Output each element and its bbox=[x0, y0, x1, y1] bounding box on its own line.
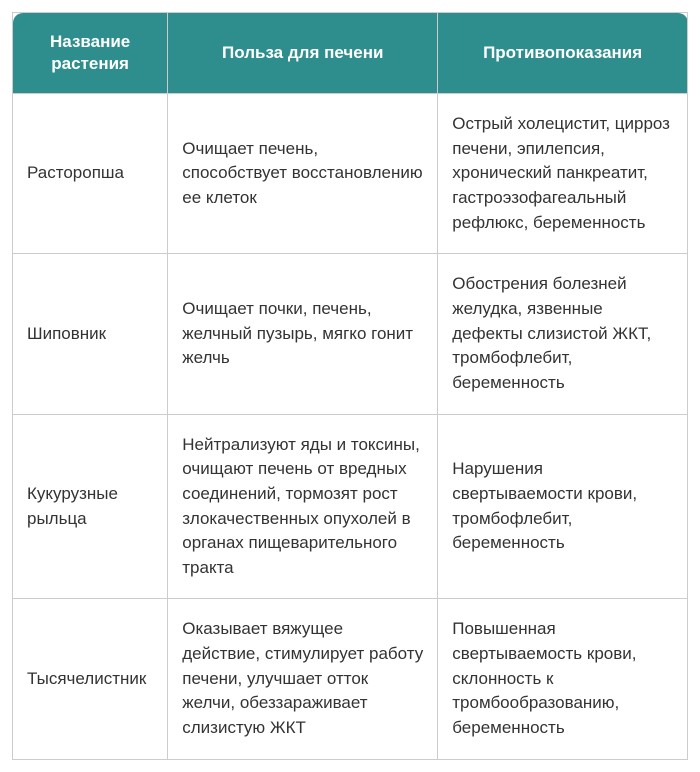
cell-name: Тысячелистник bbox=[13, 599, 168, 759]
cell-contra: Нарушения свертываемости крови, тромбофл… bbox=[438, 414, 688, 599]
col-header-benefit: Польза для печени bbox=[168, 13, 438, 94]
table-row: Шиповник Очищает почки, печень, желчный … bbox=[13, 254, 688, 414]
cell-benefit: Очищает почки, печень, желчный пузырь, м… bbox=[168, 254, 438, 414]
cell-benefit: Нейтрализуют яды и токсины, очищают пече… bbox=[168, 414, 438, 599]
cell-contra: Обострения болезней желудка, язвенные де… bbox=[438, 254, 688, 414]
cell-benefit: Оказывает вяжущее действие, стимулирует … bbox=[168, 599, 438, 759]
cell-contra: Острый холецистит, цирроз печени, эпилеп… bbox=[438, 94, 688, 254]
col-header-contra: Противопоказания bbox=[438, 13, 688, 94]
table-row: Тысячелистник Оказывает вяжущее действие… bbox=[13, 599, 688, 759]
table-row: Расторопша Очищает печень, способствует … bbox=[13, 94, 688, 254]
cell-name: Расторопша bbox=[13, 94, 168, 254]
col-header-name: Название растения bbox=[13, 13, 168, 94]
cell-contra: Повышенная свертываемость крови, склонно… bbox=[438, 599, 688, 759]
table-header-row: Название растения Польза для печени Прот… bbox=[13, 13, 688, 94]
cell-benefit: Очищает печень, способствует восстановле… bbox=[168, 94, 438, 254]
table-row: Кукурузные рыльца Нейтрализуют яды и ток… bbox=[13, 414, 688, 599]
cell-name: Шиповник bbox=[13, 254, 168, 414]
cell-name: Кукурузные рыльца bbox=[13, 414, 168, 599]
plants-table: Название растения Польза для печени Прот… bbox=[12, 12, 688, 760]
